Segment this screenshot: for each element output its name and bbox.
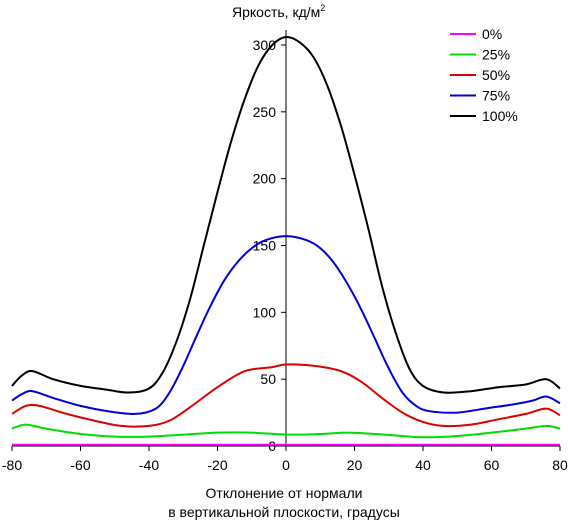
x-tick-label: 80 (552, 457, 568, 473)
x-tick-label: -80 (2, 457, 22, 473)
legend-label: 75% (482, 88, 510, 104)
axes (11, 30, 561, 451)
tick-labels: -80 -60 -40 -20 0 20 40 60 80 0 50 100 150 200 250 300 (2, 37, 568, 473)
x-tick-label: 60 (484, 457, 500, 473)
y-tick-label: 300 (253, 37, 277, 53)
series-line-100pct (11, 35, 561, 394)
x-axis-title-line1: Отклонение от нормали (206, 485, 363, 501)
x-tick-label: 20 (347, 457, 363, 473)
legend-label: 0% (482, 26, 502, 42)
legend-label: 25% (482, 47, 510, 63)
y-tick-label: 200 (253, 171, 277, 187)
y-tick-label: 100 (253, 304, 277, 320)
y-tick-label: 150 (253, 238, 277, 254)
y-tick-label: 0 (268, 438, 276, 454)
y-axis-title-superscript: 2 (320, 3, 325, 13)
y-tick-label: 250 (253, 104, 277, 120)
x-tick-label: 0 (282, 457, 290, 473)
x-tick-label: -60 (70, 457, 90, 473)
legend-label: 50% (482, 67, 510, 83)
legend-label: 100% (482, 108, 518, 124)
legend: 0% 25% 50% 75% 100% (450, 26, 518, 124)
x-tick-label: -40 (139, 457, 159, 473)
series-lines (11, 35, 561, 446)
x-tick-label: 40 (415, 457, 431, 473)
series-line-50pct (11, 363, 561, 428)
y-axis-title: Яркость, кд/м2 (232, 3, 325, 20)
series-line-25pct (11, 423, 561, 439)
x-axis-title-line2: в вертикальной плоскости, градусы (168, 504, 400, 520)
y-tick-label: 50 (260, 371, 276, 387)
series-line-75pct (11, 235, 561, 415)
x-tick-label: -20 (207, 457, 227, 473)
